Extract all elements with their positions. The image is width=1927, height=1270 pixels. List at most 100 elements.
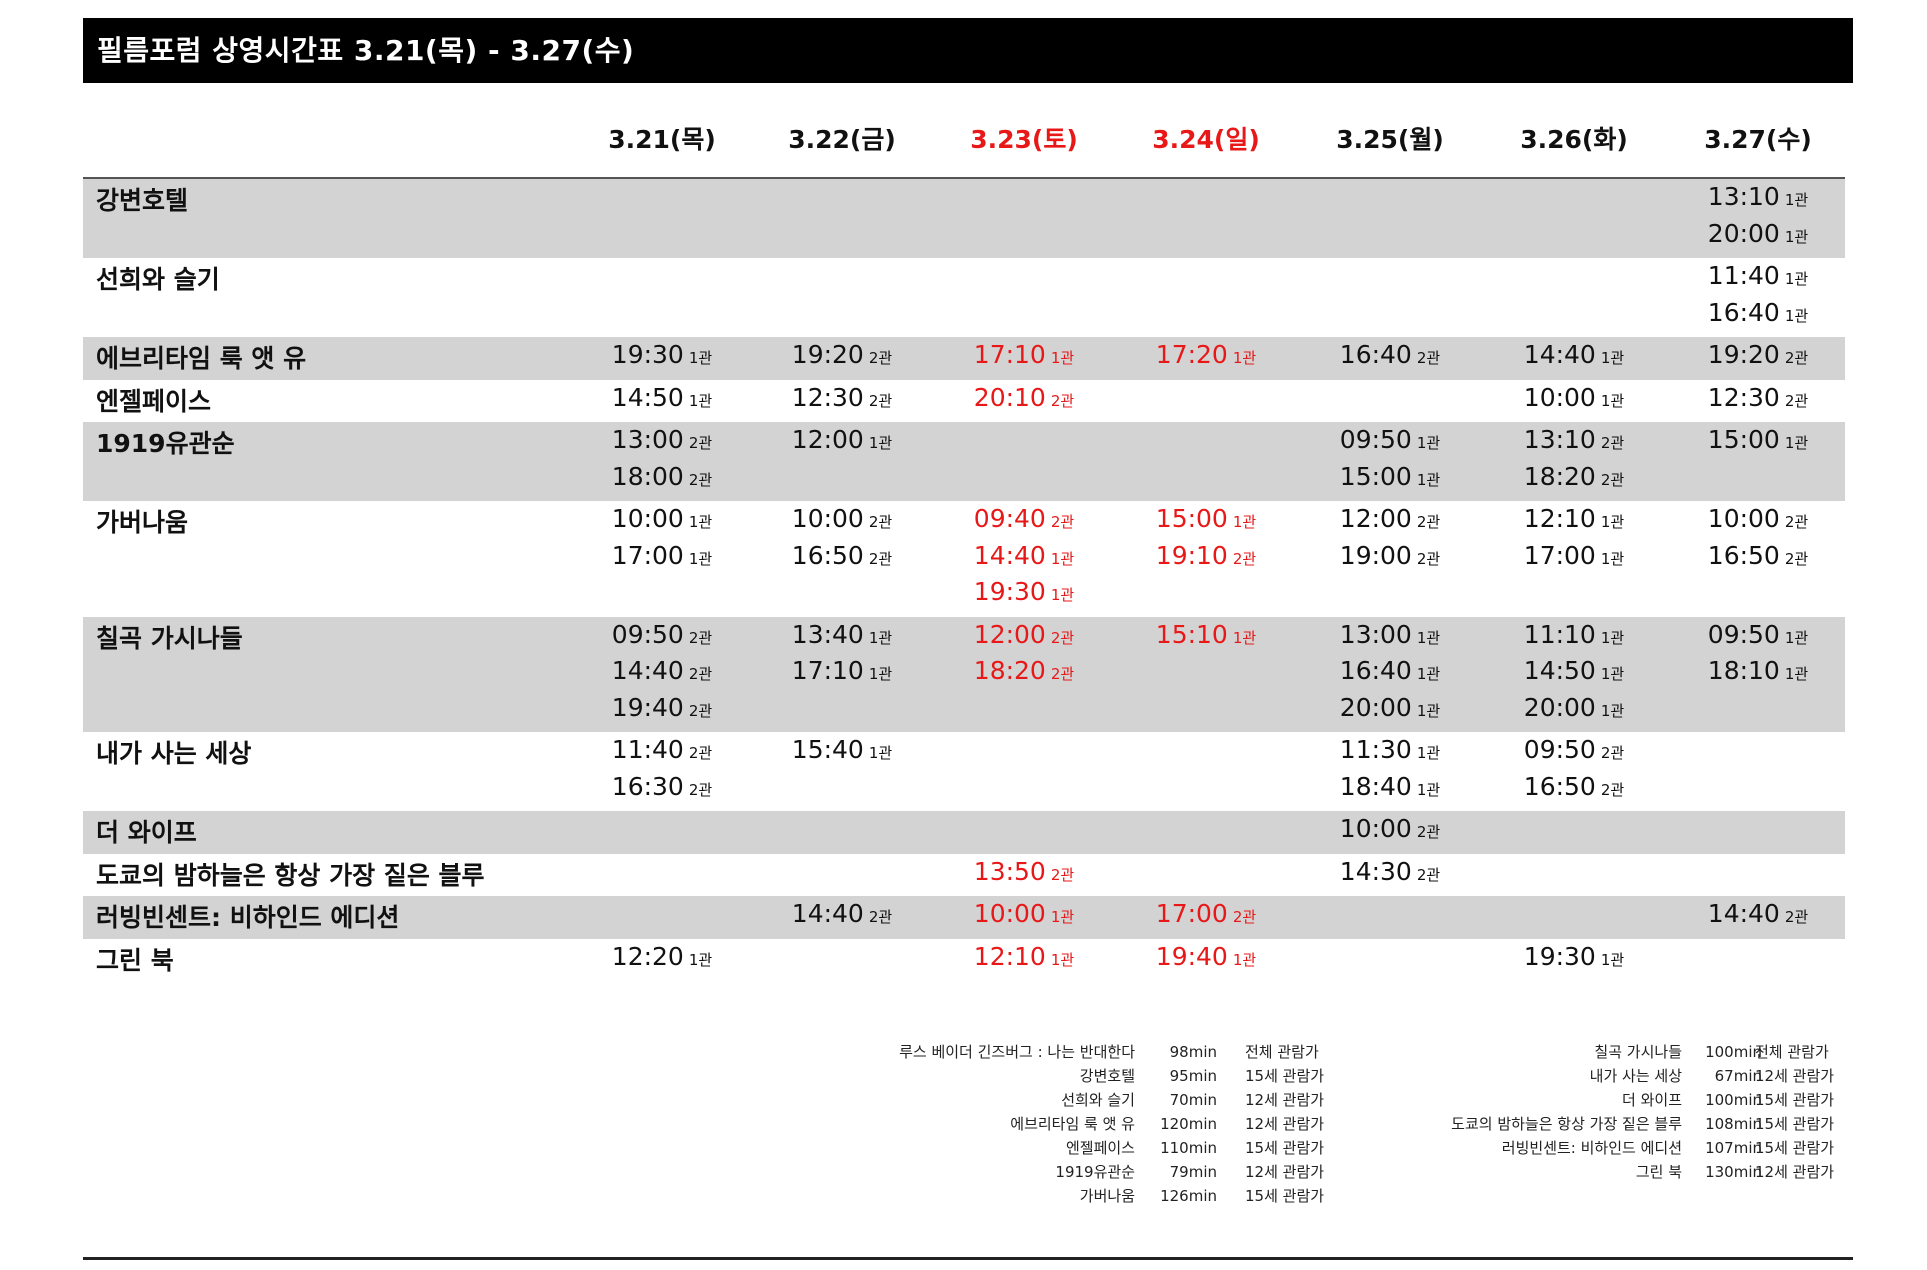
showtime-cell: 19:20 2관 [1683, 337, 1833, 374]
legend-runtime: 120min [1160, 1115, 1217, 1133]
showtime-time: 19:40 [611, 692, 684, 722]
legend-title: 에브리타임 룩 앳 유 [1010, 1115, 1135, 1133]
showtime-hall: 2관 [868, 549, 893, 568]
showtime-hall: 1관 [1416, 780, 1441, 799]
legend-rating: 15세 관람가 [1245, 1067, 1325, 1085]
showtime-time: 17:00 [1523, 540, 1596, 570]
legend-rating: 15세 관람가 [1755, 1139, 1835, 1157]
showtime-hall: 2관 [1600, 744, 1625, 762]
showtime-cell: 12:10 1관 17:00 1관 [1499, 501, 1649, 574]
showtime-hall: 1관 [1416, 628, 1441, 647]
legend-title: 러빙빈센트: 비하인드 에디션 [1501, 1139, 1682, 1157]
showtime-hall: 2관 [868, 349, 893, 367]
showtime-time: 15:00 [1155, 504, 1228, 533]
showtime-cell: 19:20 2관 [767, 337, 917, 374]
showtime-hall: 1관 [1784, 628, 1809, 647]
showtime: 19:30 1관 [1499, 939, 1649, 976]
legend-left: 루스 베이더 긴즈버그 : 나는 반대한다 98min 전체 관람가 강변호텔 95mi… [780, 1040, 1335, 1208]
legend-title: 강변호텔 [1079, 1067, 1135, 1085]
showtime: 17:00 1관 [587, 538, 737, 575]
showtime-time: 09:50 [611, 619, 684, 649]
showtime-cell: 13:00 2관 18:00 2관 [587, 422, 737, 495]
showtime-time: 19:10 [1155, 540, 1228, 570]
showtime-cell: 12:00 2관 19:00 2관 [1315, 501, 1465, 574]
showtime-hall: 2관 [868, 908, 893, 926]
showtime-cell: 17:00 2관 [1131, 896, 1281, 933]
legend-runtime: 108min [1705, 1115, 1762, 1133]
legend-runtime: 110min [1160, 1139, 1217, 1157]
showtime-hall: 1관 [1232, 513, 1257, 531]
showtime: 17:00 1관 [1499, 538, 1649, 575]
showtime-hall: 1관 [1416, 470, 1441, 489]
showtime-time: 14:50 [611, 382, 684, 412]
showtime: 16:50 2관 [1683, 538, 1833, 575]
showtime: 09:50 2관 [587, 617, 737, 654]
showtime-hall: 1관 [1600, 549, 1625, 568]
showtime-hall: 1관 [1784, 270, 1809, 288]
showtime: 16:50 2관 [1499, 769, 1649, 806]
showtime: 18:20 2관 [1499, 459, 1649, 496]
showtime-hall: 1관 [1050, 908, 1075, 926]
showtime-hall: 1관 [868, 628, 893, 647]
showtime-hall: 2관 [1784, 349, 1809, 367]
showtime-time: 18:00 [611, 461, 684, 491]
legend-right: 칠곡 가시나들 100min 전체 관람가 내가 사는 세상 67min 12세 관람가 더… [1340, 1040, 1840, 1184]
showtime-cell: 20:10 2관 [949, 380, 1099, 417]
bottom-divider [83, 1257, 1853, 1260]
showtime-hall: 2관 [1784, 513, 1809, 531]
showtime-cell: 14:50 1관 [587, 380, 737, 417]
showtime: 12:00 2관 [949, 617, 1099, 654]
legend-rating: 15세 관람가 [1755, 1091, 1835, 1109]
showtime-hall: 1관 [1784, 191, 1809, 209]
showtime-time: 15:00 [1339, 461, 1412, 491]
showtime-hall: 1관 [1600, 701, 1625, 720]
showtime-hall: 2관 [688, 665, 713, 683]
showtime: 15:10 1관 [1131, 617, 1281, 654]
showtime: 20:00 1관 [1683, 216, 1833, 253]
showtime-time: 09:50 [1339, 425, 1412, 454]
showtime: 18:00 2관 [587, 459, 737, 496]
showtime-hall: 2관 [1050, 628, 1075, 647]
showtime-time: 17:20 [1155, 340, 1228, 369]
showtime-hall: 1관 [1416, 665, 1441, 683]
showtime-time: 17:00 [611, 540, 684, 570]
showtime-cell: 15:40 1관 [767, 732, 917, 769]
legend-item: 그린 북 130min 12세 관람가 [1340, 1160, 1840, 1184]
showtime: 14:40 2관 [587, 653, 737, 690]
showtime-hall: 1관 [1784, 227, 1809, 246]
legend-runtime: 67min [1714, 1067, 1762, 1085]
showtime-time: 19:30 [611, 340, 684, 369]
showtime: 15:00 1관 [1683, 422, 1833, 459]
showtime-hall: 1관 [688, 950, 713, 969]
showtime: 16:40 1관 [1315, 653, 1465, 690]
showtime-time: 20:10 [973, 382, 1046, 412]
showtime: 10:00 1관 [1499, 380, 1649, 417]
showtime: 13:10 1관 [1683, 179, 1833, 216]
film-row: 러빙빈센트: 비하인드 에디션 14:40 2관 10:00 1관 17:00 2관 14:4… [83, 896, 1845, 939]
showtime-time: 15:40 [791, 735, 864, 764]
showtime-cell: 13:10 1관 20:00 1관 [1683, 179, 1833, 252]
legend-rating: 15세 관람가 [1245, 1187, 1325, 1205]
day-header: 3.21(목) [608, 125, 716, 154]
showtime-cell: 10:00 1관 [1499, 380, 1649, 417]
showtime-hall: 1관 [1600, 950, 1625, 969]
legend-rating: 15세 관람가 [1245, 1139, 1325, 1157]
showtime-cell: 12:00 2관 18:20 2관 [949, 617, 1099, 690]
legend-item: 가버나움 126min 15세 관람가 [780, 1184, 1335, 1208]
showtime-time: 13:50 [973, 856, 1046, 886]
legend-item: 강변호텔 95min 15세 관람가 [780, 1064, 1335, 1088]
showtime-time: 12:30 [1707, 382, 1780, 412]
showtime: 10:00 1관 [949, 896, 1099, 933]
showtime-hall: 2관 [1416, 513, 1441, 531]
showtime-time: 10:00 [1707, 504, 1780, 533]
showtime: 14:30 2관 [1315, 854, 1465, 891]
showtime-hall: 1관 [688, 513, 713, 531]
showtime: 14:50 1관 [1499, 653, 1649, 690]
showtime-time: 09:40 [973, 504, 1046, 533]
showtime-hall: 2관 [868, 513, 893, 531]
showtime-cell: 13:50 2관 [949, 854, 1099, 891]
film-title: 도쿄의 밤하늘은 항상 가장 짙은 블루 [96, 860, 485, 890]
showtime-hall: 2관 [688, 744, 713, 762]
showtime-hall: 1관 [1600, 349, 1625, 367]
film-row: 가버나움 10:00 1관 17:00 1관 10:00 2관 16:50 2관 09:40 2관 1… [83, 501, 1845, 617]
